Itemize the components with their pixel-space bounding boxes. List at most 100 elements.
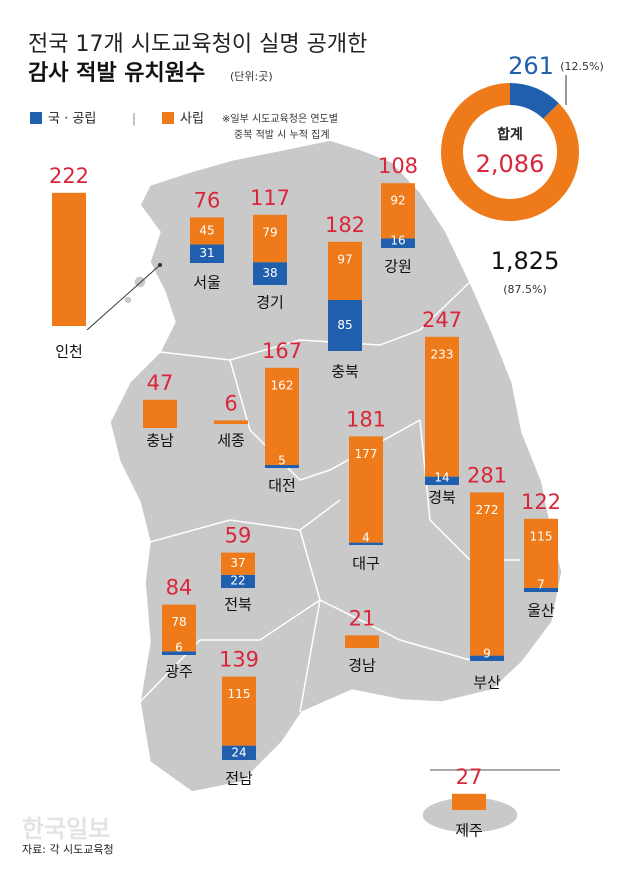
watermark: 한국일보 bbox=[22, 815, 110, 843]
bar-public bbox=[222, 745, 256, 760]
note: 중복 적발 시 누적 집계 bbox=[234, 129, 330, 141]
region-name: 광주 bbox=[165, 663, 193, 681]
value-label: 115 bbox=[228, 687, 251, 701]
value-label: 16 bbox=[390, 234, 405, 248]
region-name: 전남 bbox=[225, 770, 253, 788]
value-label: 233 bbox=[431, 347, 454, 361]
region-name: 충남 bbox=[146, 432, 174, 450]
total-label: 139 bbox=[219, 648, 259, 672]
bar-private bbox=[52, 192, 86, 326]
region-name: 세종 bbox=[217, 432, 245, 450]
total-label: 117 bbox=[250, 186, 290, 210]
total-label: 281 bbox=[467, 463, 507, 487]
value-label: 177 bbox=[355, 447, 378, 461]
bar-public bbox=[190, 244, 224, 263]
legend-label: 국 · 공립 bbox=[48, 112, 96, 127]
bar-public bbox=[524, 587, 558, 592]
bar-private bbox=[222, 676, 256, 746]
value-label: 92 bbox=[390, 194, 405, 208]
legend-swatch bbox=[30, 112, 42, 124]
bar-public bbox=[162, 651, 196, 655]
value-label: 4 bbox=[362, 531, 370, 545]
donut-center-label: 합계 bbox=[497, 126, 523, 143]
total-label: 27 bbox=[456, 765, 483, 789]
region-name: 대구 bbox=[352, 555, 380, 573]
donut-percent-label: (87.5%) bbox=[503, 283, 547, 296]
bar-private bbox=[328, 241, 362, 300]
region-name: 대전 bbox=[268, 477, 296, 495]
bar-private bbox=[253, 214, 287, 263]
value-label: 31 bbox=[199, 246, 214, 260]
region-name: 부산 bbox=[473, 674, 501, 692]
region-name: 제주 bbox=[455, 822, 483, 840]
region-name: 강원 bbox=[384, 258, 412, 276]
value-label: 5 bbox=[278, 454, 286, 468]
donut-segment bbox=[509, 83, 559, 120]
region-name: 서울 bbox=[193, 274, 221, 292]
bar-private bbox=[345, 635, 379, 648]
total-label: 59 bbox=[225, 524, 252, 548]
bar-public bbox=[253, 262, 287, 285]
bar-private bbox=[425, 336, 459, 477]
region-name: 전북 bbox=[224, 596, 252, 614]
donut-percent-label: (12.5%) bbox=[560, 60, 604, 73]
value-label: 9 bbox=[483, 647, 491, 661]
map bbox=[109, 139, 563, 834]
source: 자료: 각 시도교육청 bbox=[22, 843, 114, 856]
value-label: 115 bbox=[530, 529, 553, 543]
bar-public bbox=[265, 465, 299, 468]
subtitle: 감사 적발 유치원수 bbox=[28, 61, 205, 86]
value-label: 14 bbox=[434, 471, 449, 485]
region-name: 경북 bbox=[428, 489, 456, 507]
donut-total: 2,086 bbox=[476, 150, 545, 178]
value-label: 79 bbox=[262, 225, 277, 239]
value-label: 37 bbox=[230, 556, 245, 570]
value-label: 22 bbox=[230, 574, 245, 588]
bar-private bbox=[381, 183, 415, 239]
note: ※일부 시도교육청은 연도별 bbox=[222, 113, 338, 125]
total-label: 247 bbox=[422, 308, 462, 332]
value-label: 6 bbox=[175, 641, 183, 655]
bar-private bbox=[349, 436, 383, 543]
total-label: 21 bbox=[349, 606, 376, 630]
region-name: 울산 bbox=[527, 602, 555, 620]
bar-private bbox=[452, 793, 486, 810]
bar-private bbox=[524, 518, 558, 588]
bar-private bbox=[143, 399, 177, 428]
total-label: 182 bbox=[325, 213, 365, 237]
bar-private bbox=[221, 552, 255, 575]
bar-private bbox=[214, 420, 248, 424]
total-label: 6 bbox=[224, 391, 237, 415]
region-name: 인천 bbox=[55, 343, 83, 361]
bar-public bbox=[328, 300, 362, 351]
leader-line bbox=[86, 264, 161, 331]
bar-public bbox=[381, 238, 415, 248]
value-label: 78 bbox=[171, 615, 186, 629]
value-label: 38 bbox=[262, 266, 277, 280]
donut-value-label: 261 bbox=[508, 52, 554, 80]
value-label: 45 bbox=[199, 223, 214, 237]
bar-private bbox=[162, 604, 196, 652]
legend-label: 사립 bbox=[180, 112, 204, 127]
value-label: 97 bbox=[337, 252, 352, 266]
island bbox=[123, 295, 133, 305]
value-label: 272 bbox=[476, 503, 499, 517]
region-name: 충북 bbox=[331, 363, 359, 381]
value-label: 24 bbox=[231, 745, 246, 759]
total-label: 108 bbox=[378, 154, 418, 178]
legend-swatch bbox=[162, 112, 174, 124]
total-label: 181 bbox=[346, 407, 386, 431]
total-label: 222 bbox=[49, 164, 89, 188]
total-label: 47 bbox=[147, 371, 174, 395]
bar-public bbox=[470, 655, 504, 661]
legend-separator: | bbox=[132, 112, 136, 126]
total-label: 167 bbox=[262, 339, 302, 363]
total-label: 122 bbox=[521, 490, 561, 514]
bar-public bbox=[349, 542, 383, 545]
bar-public bbox=[221, 574, 255, 588]
unit: (단위:곳) bbox=[230, 70, 273, 83]
donut-segment bbox=[441, 83, 579, 221]
region-name: 경남 bbox=[348, 657, 376, 675]
bar-public bbox=[425, 476, 459, 485]
